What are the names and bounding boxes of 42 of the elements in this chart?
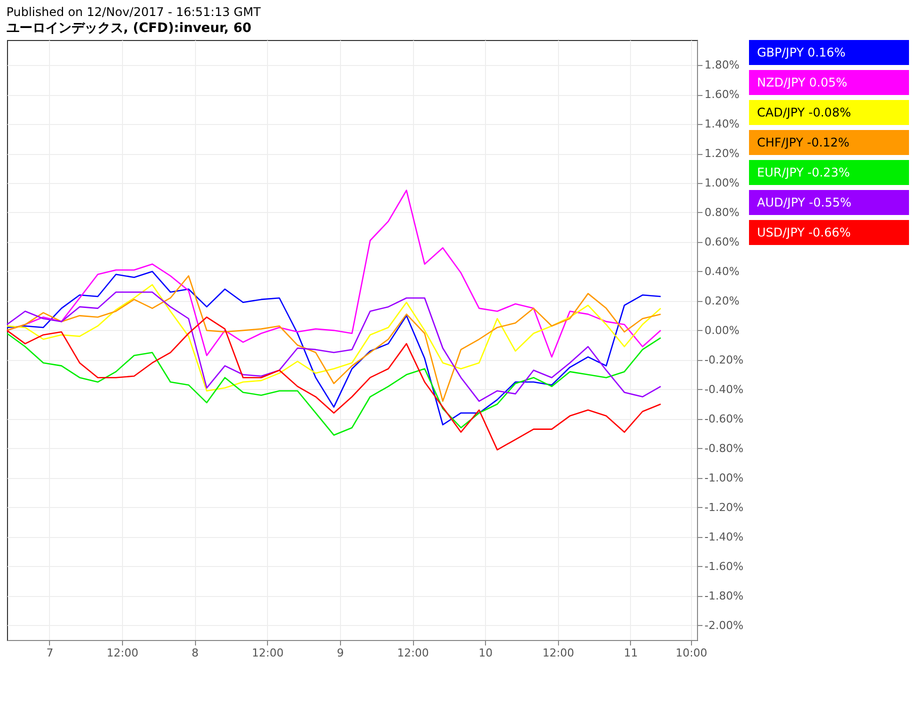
x-tick-label: 8 [192, 646, 199, 660]
y-tick-label: -0.20% [704, 353, 744, 366]
line-series [6, 270, 662, 426]
y-tick-label: 1.40% [704, 118, 740, 131]
y-tick-label: 1.60% [704, 88, 740, 102]
x-tick-label: 9 [336, 646, 344, 660]
line-series [6, 332, 662, 436]
x-tick-label: 10 [478, 646, 493, 660]
x-tick-label: 12:00 [106, 646, 138, 660]
y-tick-label: -1.80% [704, 589, 744, 602]
y-tick-label: 0.80% [704, 206, 740, 219]
y-tick-label: 1.00% [704, 176, 740, 190]
y-tick-label: -1.00% [704, 471, 744, 484]
chart-title: Published on 12/Nov/2017 - 16:51:13 GMT [6, 5, 262, 19]
y-tick-label: 1.20% [704, 147, 740, 160]
x-tick-label: 7 [46, 646, 54, 660]
y-tick-label: -0.40% [704, 382, 744, 396]
text: CAD/JPY -0.08% [757, 106, 851, 120]
text: NZD/JPY 0.05% [757, 76, 848, 90]
y-tick-label: -0.80% [704, 442, 744, 455]
chart-subtitle: ユーロインデックス, (CFD):inveur, 60 [6, 21, 252, 36]
text: AUD/JPY -0.55% [757, 196, 852, 210]
x-tick-label: 12:00 [397, 646, 429, 660]
y-tick-label: -1.60% [704, 560, 744, 573]
x-tick-label: 11 [624, 646, 638, 660]
line-series [6, 316, 662, 450]
y-tick-label: 1.80% [704, 58, 740, 72]
text: USD/JPY -0.66% [757, 226, 851, 240]
text: EUR/JPY -0.23% [757, 166, 850, 180]
y-tick-label: -1.40% [704, 530, 744, 544]
text: GBP/JPY 0.16% [757, 46, 846, 60]
x-tick-label: 12:00 [542, 646, 574, 660]
x-tick-label: 10:00 [676, 646, 708, 660]
y-tick-label: 0.20% [704, 294, 740, 308]
y-tick-label: 0.60% [704, 235, 740, 248]
y-tick-label: -2.00% [704, 618, 744, 632]
y-tick-label: -0.60% [704, 412, 744, 426]
x-tick-label: 12:00 [252, 646, 284, 660]
y-tick-label: 0.40% [704, 264, 740, 278]
text: CHF/JPY -0.12% [757, 136, 850, 150]
y-tick-label: -1.20% [704, 500, 744, 514]
y-tick-label: 0.00% [704, 324, 740, 337]
